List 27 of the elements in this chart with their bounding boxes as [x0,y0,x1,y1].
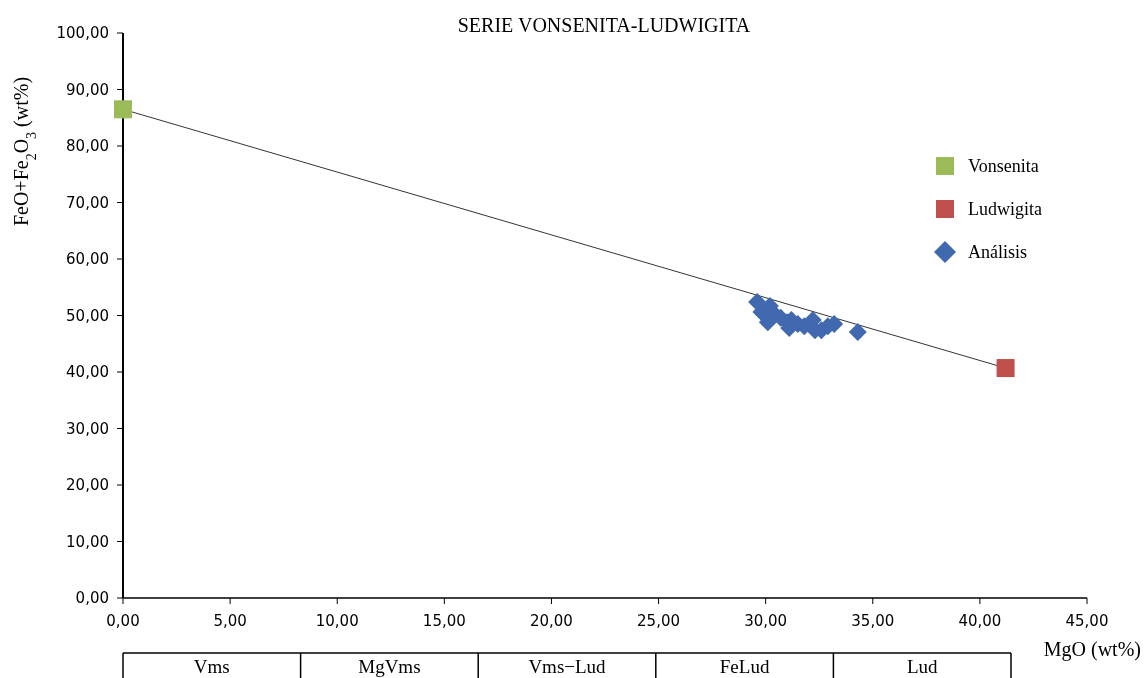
x-tick-label: 25,00 [637,612,681,630]
y-tick-label: 60,00 [66,250,109,269]
y-tick-label: 20,00 [66,476,109,495]
x-tick-label: 5,00 [213,612,247,630]
y-tick-label: 90,00 [66,80,109,99]
x-tick-label: 10,00 [315,612,359,630]
x-tick-label: 0,00 [106,612,140,630]
y-tick-label: 0,00 [75,589,109,608]
y-tick-label: 50,00 [66,306,109,325]
classification-table: Vms MgVms Vms−Lud FeLud Lud [122,652,1012,678]
x-tick-label: 15,00 [422,612,466,630]
x-tick-label: 35,00 [851,612,895,630]
x-axis-title: MgO (wt%) [1043,638,1141,661]
y-tick-label: 30,00 [66,419,109,438]
x-tick-label: 30,00 [744,612,788,630]
legend-label: Análisis [968,242,1028,263]
chart-title: SERIE VONSENITA-LUDWIGITA [457,14,751,36]
y-tick-label: 80,00 [66,137,109,156]
y-tick-label: 70,00 [66,193,109,212]
x-tick-label: 45,00 [1065,612,1109,630]
x-tick-label: 20,00 [529,612,573,630]
y-tick-label: 100,00 [56,24,109,43]
y-tick-label: 40,00 [66,363,109,382]
y-tick-label: 10,00 [66,532,109,551]
legend-label: Ludwigita [968,199,1042,220]
legend-label: Vonsenita [968,156,1039,177]
x-tick-label: 40,00 [958,612,1002,630]
